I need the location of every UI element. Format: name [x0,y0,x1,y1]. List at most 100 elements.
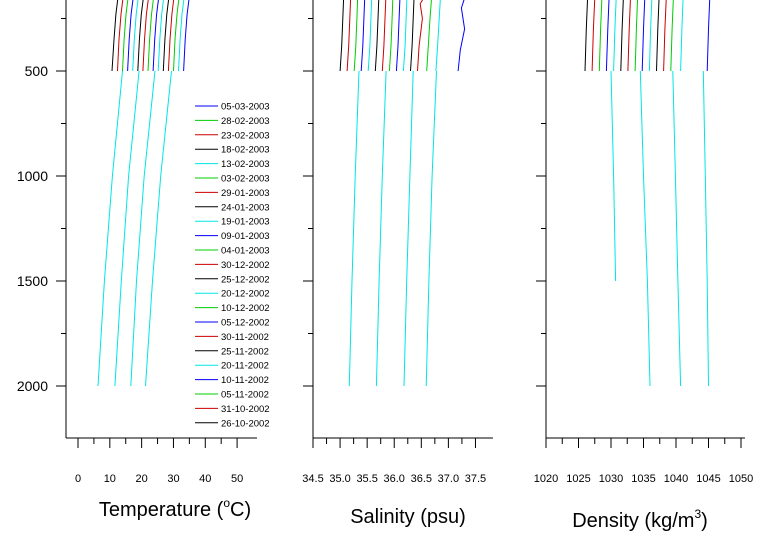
upper-profile-line-2 [598,0,603,72]
legend-label: 30-12-2002 [221,260,270,271]
upper-profile-line-14 [706,0,711,72]
upper-profile-line-10 [162,0,170,72]
upper-profile-line-10 [410,0,415,72]
legend-label: 03-02-2003 [221,174,270,185]
deep-profile-line-3 [425,70,437,387]
x-axis-title: Salinity (psu) [350,506,466,528]
upper-profile-line-4 [132,0,139,72]
x-tick-label: 35.5 [356,473,377,485]
upper-profile-line-5 [620,0,624,72]
x-axis-title-text: Temperature ( [99,499,224,521]
legend-label: 25-12-2002 [221,274,270,285]
legend-label: 05-11-2002 [221,390,269,401]
legend-label: 26-10-2002 [221,418,270,429]
x-axis-title-text-end: ) [701,510,708,532]
x-tick-label: 40 [199,473,211,485]
y-tick-label: 1000 [17,168,48,184]
x-tick-label: 0 [75,473,81,485]
upper-profile-line-0 [111,0,119,72]
upper-profile-line-3 [605,0,610,72]
upper-profile-line-9 [648,0,653,72]
deep-profile-line-2 [130,70,156,387]
legend-label: 10-11-2002 [221,375,269,386]
x-tick-label: 50 [231,473,243,485]
legend-label: 19-01-2003 [221,217,270,228]
x-axis-title-text-end: C) [230,499,251,521]
upper-profile-line-11 [167,0,175,72]
legend-label: 04-01-2003 [221,246,270,257]
x-tick-label: 10 [104,473,116,485]
x-axis-title: Density (kg/m3) [572,507,708,532]
x-tick-label: 1045 [696,473,720,485]
x-tick-label: 35.0 [329,473,350,485]
legend-label: 13-02-2003 [221,159,270,170]
upper-profile-line-3 [360,0,366,72]
deep-profile-line-1 [639,70,651,387]
upper-profile-line-14 [457,0,466,72]
upper-profile-line-5 [374,0,380,72]
x-axis-title-text: Density (kg/m [572,510,694,532]
upper-profile-line-3 [127,0,134,72]
deep-profile-line-0 [97,70,123,387]
x-tick-label: 20 [136,473,148,485]
upper-profile-line-13 [178,0,185,72]
legend-label: 05-12-2002 [221,318,270,329]
upper-profile-line-12 [173,0,180,72]
legend-label: 29-01-2003 [221,188,270,199]
upper-profile-line-1 [591,0,596,72]
upper-profile-line-11 [663,0,667,72]
upper-profile-line-7 [147,0,154,72]
upper-profile-line-6 [381,0,387,72]
upper-profile-line-0 [339,0,345,72]
upper-profile-line-10 [656,0,660,72]
x-tick-label: 1050 [729,473,753,485]
legend-label: 20-12-2002 [221,289,270,300]
upper-profile-line-9 [402,0,408,72]
salinity-panel: 34.5 35.0 35.5 36.0 36.5 37.0 37.5 Salinity (ps… [302,0,493,528]
upper-profile-line-8 [152,0,159,72]
upper-profile-line-9 [157,0,164,72]
deep-profile-line-3 [702,70,709,387]
deep-profile-line-3 [145,70,172,387]
upper-profile-line-2 [353,0,359,72]
x-tick-label: 1030 [599,473,623,485]
legend-label: 18-02-2003 [221,145,270,156]
y-tick-label: 1500 [17,273,48,289]
upper-profile-line-13 [435,0,441,72]
upper-profile-line-4 [613,0,617,72]
legend-label: 09-01-2003 [221,231,270,242]
upper-profile-line-1 [117,0,124,72]
x-tick-label: 30 [167,473,179,485]
upper-profile-line-8 [641,0,646,72]
x-axis-title-superscript: o [223,496,230,510]
x-tick-label: 36.0 [384,473,405,485]
x-tick-label: 34.5 [302,473,323,485]
upper-profile-line-6 [627,0,631,72]
legend-label: 20-11-2002 [221,361,269,372]
legend-label: 31-10-2002 [221,404,270,415]
x-axis-title: Temperature (oC) [99,496,251,521]
y-tick-label: 500 [25,63,49,79]
upper-profile-line-7 [388,0,394,72]
legend: 05-03-2003 28-02-2003 23-02-2003 18-02-2003… [195,102,270,429]
deep-profile-line-1 [114,70,140,387]
upper-profile-line-12 [426,0,432,72]
x-tick-label: 37.5 [465,473,486,485]
x-tick-label: 36.5 [411,473,432,485]
x-tick-label: 1025 [566,473,590,485]
upper-profile-line-6 [142,0,149,72]
deep-profile-line-1 [375,70,387,387]
temperature-panel: 500 1000 1500 2000 0 10 20 30 40 50 Temperature (o… [17,0,270,521]
x-axis-title-superscript: 3 [694,507,701,521]
upper-profile-line-11 [417,0,424,72]
legend-label: 10-12-2002 [221,303,270,314]
legend-label: 24-01-2003 [221,202,270,213]
deep-profile-line-2 [672,70,682,387]
legend-label: 23-02-2003 [221,130,270,141]
legend-label: 25-11-2002 [221,346,269,357]
upper-profile-line-0 [584,0,588,72]
upper-profile-line-8 [395,0,401,72]
x-tick-label: 1020 [534,473,558,485]
x-tick-label: 1040 [664,473,688,485]
